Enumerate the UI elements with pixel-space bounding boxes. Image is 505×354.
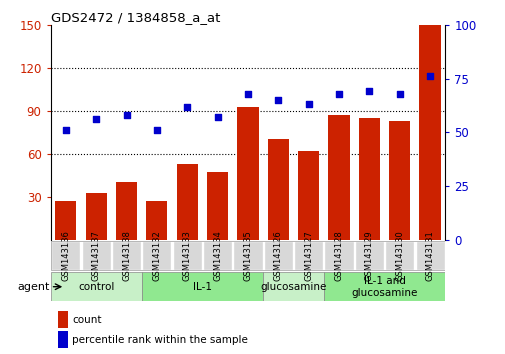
FancyBboxPatch shape (384, 241, 414, 270)
FancyBboxPatch shape (263, 241, 292, 270)
Point (92, 116, 100, 122)
FancyBboxPatch shape (203, 241, 232, 270)
Bar (358, 118, 379, 240)
Text: GSM143126: GSM143126 (273, 230, 282, 281)
FancyBboxPatch shape (112, 241, 141, 270)
Bar (237, 107, 258, 240)
Text: GSM143133: GSM143133 (182, 230, 191, 281)
FancyBboxPatch shape (323, 272, 444, 301)
Bar (388, 121, 410, 240)
Text: GSM143138: GSM143138 (122, 230, 131, 281)
Bar (328, 115, 349, 240)
Text: percentile rank within the sample: percentile rank within the sample (72, 335, 247, 345)
FancyBboxPatch shape (172, 241, 201, 270)
Point (213, 114, 221, 120)
FancyBboxPatch shape (142, 241, 171, 270)
Point (425, 74, 433, 79)
FancyBboxPatch shape (50, 272, 141, 301)
Bar (85, 193, 107, 240)
Bar (116, 183, 137, 240)
Text: GSM143135: GSM143135 (243, 230, 252, 281)
FancyBboxPatch shape (141, 272, 263, 301)
Text: count: count (72, 315, 102, 325)
Text: control: control (78, 282, 114, 292)
Text: GSM143137: GSM143137 (91, 230, 100, 281)
FancyBboxPatch shape (81, 241, 111, 270)
Point (365, 88, 373, 94)
Text: GSM143127: GSM143127 (304, 230, 313, 281)
Point (62, 127, 70, 133)
FancyBboxPatch shape (233, 241, 262, 270)
Text: IL-1 and
glucosamine: IL-1 and glucosamine (350, 276, 417, 297)
Bar (55, 201, 76, 240)
Bar (419, 25, 440, 240)
Point (395, 91, 403, 96)
FancyBboxPatch shape (51, 241, 80, 270)
Point (243, 91, 251, 96)
Point (334, 91, 342, 96)
Bar (176, 164, 197, 240)
Text: GSM143128: GSM143128 (334, 230, 343, 281)
Text: GSM143130: GSM143130 (394, 230, 403, 281)
Bar (297, 151, 319, 240)
Point (183, 104, 191, 109)
Text: GDS2472 / 1384858_a_at: GDS2472 / 1384858_a_at (50, 11, 220, 24)
FancyBboxPatch shape (59, 311, 68, 329)
Point (274, 97, 282, 103)
FancyBboxPatch shape (59, 331, 68, 348)
Text: GSM143131: GSM143131 (425, 230, 434, 281)
Point (153, 127, 161, 133)
Bar (146, 201, 167, 240)
Text: glucosamine: glucosamine (260, 282, 326, 292)
Point (122, 112, 130, 118)
Text: IL-1: IL-1 (192, 282, 212, 292)
FancyBboxPatch shape (263, 272, 323, 301)
Bar (267, 139, 288, 240)
FancyBboxPatch shape (293, 241, 323, 270)
Text: GSM143132: GSM143132 (152, 230, 161, 281)
Text: agent: agent (18, 282, 50, 292)
Point (304, 102, 312, 107)
FancyBboxPatch shape (415, 241, 444, 270)
Text: GSM143136: GSM143136 (61, 230, 70, 281)
FancyBboxPatch shape (354, 241, 383, 270)
FancyBboxPatch shape (324, 241, 353, 270)
Text: GSM143129: GSM143129 (364, 230, 373, 281)
Text: GSM143134: GSM143134 (213, 230, 222, 281)
Bar (207, 172, 228, 240)
